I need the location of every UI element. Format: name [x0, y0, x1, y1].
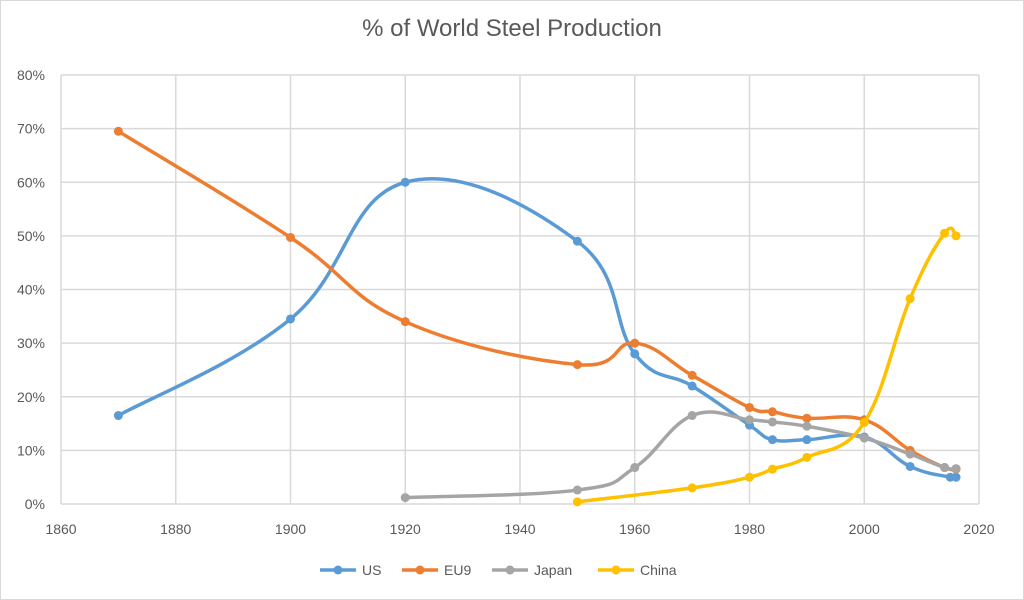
- x-tick-label: 2000: [849, 521, 880, 537]
- x-tick-label: 1900: [275, 521, 306, 537]
- y-tick-label: 40%: [17, 282, 45, 298]
- data-point-china: [940, 228, 950, 238]
- data-point-japan: [400, 493, 410, 503]
- data-point-china: [905, 294, 915, 304]
- data-point-eu9: [286, 232, 295, 242]
- legend-label-us: US: [362, 562, 381, 578]
- chart-title: % of World Steel Production: [362, 15, 662, 42]
- data-point-japan: [767, 417, 777, 427]
- data-point-eu9: [400, 317, 410, 327]
- data-point-us: [951, 472, 961, 482]
- legend-marker-eu9: [415, 565, 425, 575]
- data-point-china: [767, 464, 777, 474]
- legend-label-china: China: [640, 562, 677, 578]
- data-point-china: [745, 472, 754, 482]
- data-point-us: [905, 461, 915, 471]
- data-point-eu9: [687, 370, 697, 380]
- data-point-us: [687, 381, 697, 391]
- series-line-us: [116, 177, 958, 480]
- data-point-japan: [687, 411, 697, 421]
- x-tick-label: 1940: [504, 521, 535, 537]
- data-point-eu9: [767, 407, 777, 417]
- x-tick-label: 1960: [619, 521, 650, 537]
- legend-label-japan: Japan: [534, 562, 572, 578]
- data-point-japan: [905, 449, 915, 459]
- data-point-us: [113, 411, 123, 421]
- y-tick-label: 30%: [17, 335, 45, 351]
- legend-marker-china: [611, 565, 621, 575]
- data-point-us: [767, 435, 777, 445]
- x-tick-label: 1860: [45, 521, 76, 537]
- data-point-china: [859, 417, 869, 427]
- data-point-us: [630, 349, 640, 359]
- x-tick-label: 2020: [963, 521, 994, 537]
- data-point-china: [951, 231, 961, 241]
- data-point-eu9: [572, 360, 582, 370]
- x-tick-label: 1920: [390, 521, 421, 537]
- data-point-japan: [940, 463, 950, 473]
- legend-marker-us: [333, 565, 343, 575]
- data-point-japan: [745, 415, 754, 425]
- data-point-japan: [572, 485, 582, 495]
- data-point-eu9: [745, 402, 754, 412]
- data-point-us: [802, 435, 812, 445]
- x-tick-label: 1880: [160, 521, 191, 537]
- data-point-japan: [859, 433, 869, 443]
- y-tick-label: 10%: [17, 442, 45, 458]
- data-point-us: [286, 314, 295, 324]
- y-tick-label: 80%: [17, 67, 45, 83]
- data-point-china: [802, 452, 812, 462]
- data-point-eu9: [802, 413, 812, 423]
- legend-label-eu9: EU9: [444, 562, 471, 578]
- data-point-japan: [802, 421, 812, 431]
- data-point-eu9: [630, 338, 640, 348]
- y-tick-label: 0%: [25, 496, 45, 512]
- y-tick-label: 50%: [17, 228, 45, 244]
- data-point-china: [572, 497, 582, 507]
- x-tick-label: 1980: [734, 521, 765, 537]
- data-point-china: [687, 483, 697, 493]
- data-point-us: [400, 177, 410, 187]
- y-tick-label: 20%: [17, 389, 45, 405]
- legend-marker-japan: [505, 565, 515, 575]
- data-point-japan: [630, 463, 640, 473]
- data-point-japan: [951, 464, 961, 474]
- y-tick-label: 70%: [17, 121, 45, 137]
- data-point-us: [572, 236, 582, 246]
- data-point-eu9: [113, 126, 123, 136]
- y-tick-label: 60%: [17, 174, 45, 190]
